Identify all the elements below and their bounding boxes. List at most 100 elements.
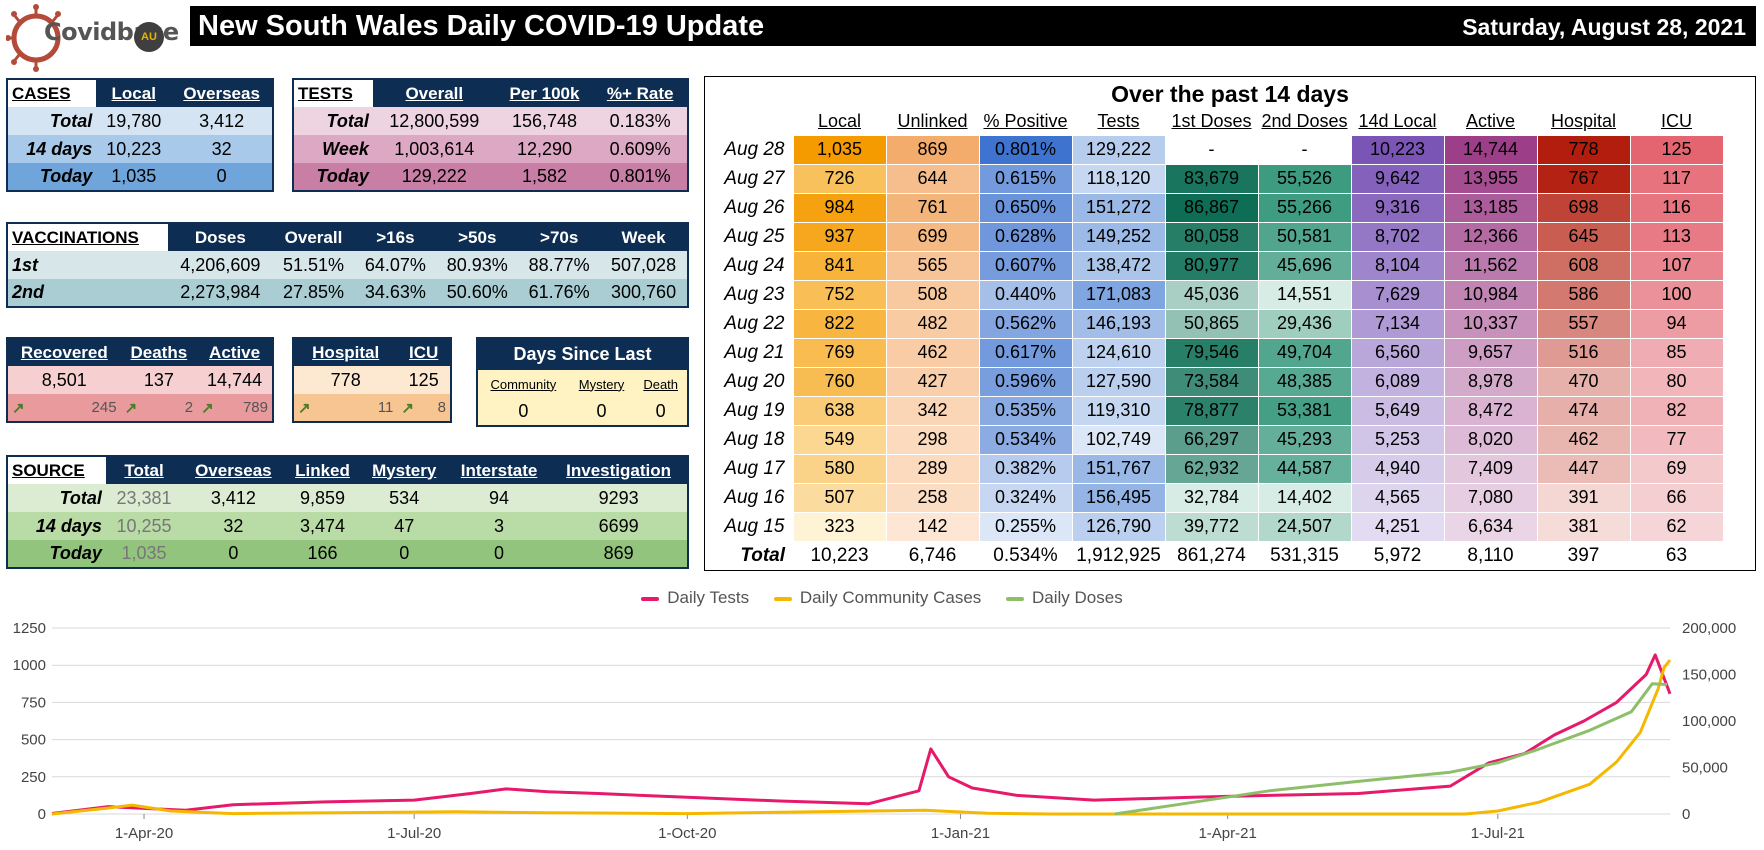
table-cell: 8,020: [1443, 424, 1538, 455]
table-row: Total 23,381 3,412 9,859 534 94 9293: [7, 484, 688, 512]
table-cell: 47: [394, 515, 415, 536]
col-over-50: >50s: [436, 223, 519, 251]
table-cell: 258: [885, 482, 980, 513]
table-cell: 53,381: [1257, 395, 1352, 426]
table-cell: 44,587: [1257, 453, 1352, 484]
table-cell: 5,649: [1350, 395, 1445, 426]
table-cell: 3,474: [299, 515, 346, 536]
table-cell: 7,080: [1443, 482, 1538, 513]
y-right-tick-label: 100,000: [1682, 713, 1736, 730]
table-cell: 10,223: [810, 544, 869, 566]
table-cell: 82: [1629, 395, 1724, 426]
legend-label: Daily Community Cases: [799, 588, 982, 607]
table-cell: 0.324%: [978, 482, 1073, 513]
table-cell: 50,865: [1164, 308, 1259, 339]
table-cell: 61.76%: [528, 282, 590, 302]
table-cell: 50.60%: [446, 282, 508, 302]
table-cell: 127,590: [1071, 366, 1166, 397]
row-date: Aug 19: [724, 399, 785, 421]
table-cell: 63: [1665, 544, 1688, 566]
table-cell: 50,581: [1257, 221, 1352, 252]
legend-label: Daily Doses: [1032, 588, 1123, 607]
tests-table: TESTS Overall Per 100k %+ Rate Total 12,…: [292, 78, 689, 192]
table-cell: 507: [792, 482, 887, 513]
table-row: Aug 23 752 508 0.440% 171,083 45,036 14,551 7,6…: [713, 279, 1724, 310]
x-tick-label: 1-Jul-20: [387, 825, 441, 842]
table-cell: 381: [1536, 511, 1631, 542]
table-row: Aug 26 984 761 0.650% 151,272 86,867 55,266 9,3…: [713, 192, 1724, 223]
table-cell: 85: [1629, 337, 1724, 368]
report-date: Saturday, August 28, 2021: [1462, 14, 1746, 40]
row-label: 1st: [12, 254, 39, 275]
table-cell: 51.51%: [282, 254, 345, 275]
col-investigation: Investigation: [550, 456, 688, 484]
table-cell: 0.382%: [978, 453, 1073, 484]
cases-heading: CASES: [7, 79, 97, 107]
table-cell: 2,273,984: [180, 282, 261, 302]
table-cell: 8,472: [1443, 395, 1538, 426]
series-line: [51, 653, 1672, 815]
outcomes-table: Recovered Deaths Active 8,501 137 14,744…: [6, 337, 274, 423]
table-cell: 752: [792, 279, 887, 310]
row-date: Aug 22: [724, 312, 785, 334]
hospital-change: 11: [377, 398, 394, 416]
table-row: Aug 21 769 462 0.617% 124,610 79,546 49,704 6,5…: [713, 337, 1724, 368]
table-cell: 24,507: [1257, 511, 1352, 542]
table-cell: 8,104: [1350, 250, 1445, 281]
table-cell: 5,972: [1373, 544, 1422, 566]
icu-value: 125: [408, 369, 439, 390]
chart-legend: Daily Tests Daily Community Cases Daily …: [0, 588, 1764, 608]
table-row: Total 12,800,599 156,748 0.183%: [293, 107, 688, 135]
table-cell: 10,337: [1443, 308, 1538, 339]
table-cell: 55,266: [1257, 192, 1352, 223]
deaths-value: 137: [143, 369, 174, 390]
table-cell: 5,253: [1350, 424, 1445, 455]
table-cell: 9,642: [1350, 163, 1445, 194]
legend-item: Daily Tests: [641, 588, 749, 607]
table-cell: 760: [792, 366, 887, 397]
col-local: Local: [96, 79, 172, 107]
col-active: Active: [1465, 111, 1516, 132]
hospital-table: Hospital ICU 778 125 ↗ 11 ↗ 8: [292, 337, 452, 423]
y-right-tick-label: 50,000: [1682, 760, 1728, 777]
table-cell: 391: [1536, 482, 1631, 513]
table-cell: 0.534%: [978, 424, 1073, 455]
table-cell: 62,932: [1164, 453, 1259, 484]
table-cell: 8,978: [1443, 366, 1538, 397]
table-cell: 10,984: [1443, 279, 1538, 310]
table-row: Total 19,780 3,412: [7, 107, 273, 135]
table-cell: 10,223: [1350, 134, 1445, 165]
table-cell: 171,083: [1071, 279, 1166, 310]
table-cell: 6699: [598, 515, 639, 536]
table-row: Today 129,222 1,582 0.801%: [293, 163, 688, 191]
table-cell: 8,702: [1350, 221, 1445, 252]
table-cell: 156,495: [1071, 482, 1166, 513]
table-cell: 0.628%: [978, 221, 1073, 252]
col-linked: Linked: [284, 456, 361, 484]
table-row: ↗ 245 ↗ 2 ↗ 789: [7, 394, 273, 422]
table-row: ↗ 11 ↗ 8: [293, 394, 451, 422]
row-label: Today: [49, 543, 102, 563]
table-row: 1st 4,206,609 51.51% 64.07% 80.93% 88.77…: [7, 251, 688, 279]
table-cell: 149,252: [1071, 221, 1166, 252]
col-per-100k: Per 100k: [495, 79, 594, 107]
col-community: Community: [490, 376, 557, 392]
table-cell: 0.801%: [978, 134, 1073, 165]
covidbase-logo: Covidbase AU: [6, 2, 179, 74]
col-interstate: Interstate: [447, 456, 551, 484]
table-cell: 13,185: [1443, 192, 1538, 223]
table-cell: 1,582: [521, 166, 567, 186]
table-cell: 86,867: [1164, 192, 1259, 223]
table-cell: 113: [1629, 221, 1724, 252]
table-cell: 32: [223, 515, 244, 536]
table-row: Aug 15 323 142 0.255% 126,790 39,772 24,507 4,2…: [713, 511, 1724, 542]
trend-up-icon: ↗: [401, 399, 414, 417]
active-value: 14,744: [207, 369, 263, 390]
table-cell: 4,940: [1350, 453, 1445, 484]
y-left-tick-label: 1250: [13, 620, 46, 637]
table-cell: 146,193: [1071, 308, 1166, 339]
table-cell: 0.617%: [978, 337, 1073, 368]
table-cell: 482: [885, 308, 980, 339]
col-overall: Overall: [272, 223, 355, 251]
y-left-tick-label: 750: [21, 694, 46, 711]
